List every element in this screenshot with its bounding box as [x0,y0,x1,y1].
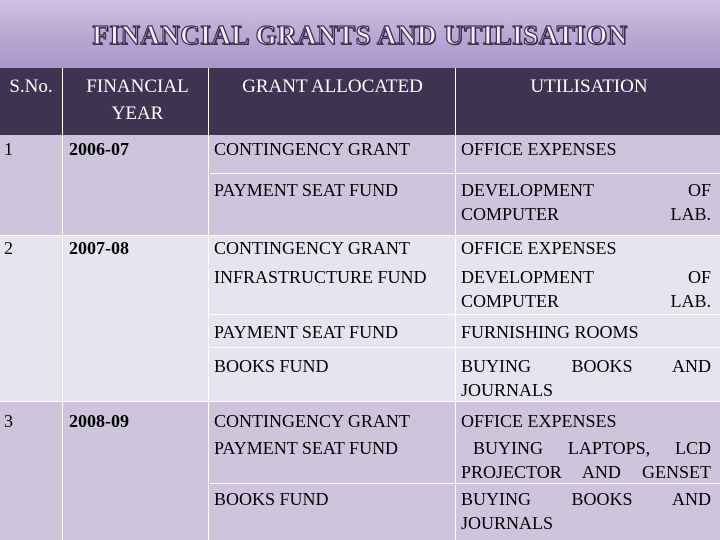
grant-cell: PAYMENT SEAT FUND [214,322,399,342]
year-cell: 2008-09 [69,411,129,431]
sno-cell: 3 [4,411,13,431]
col-header-grant: GRANT ALLOCATED [242,76,423,97]
grant-cell: INFRASTRUCTURE FUND [214,267,427,287]
grant-cell: PAYMENT SEAT FUND [214,438,399,458]
col-header-sno: S.No. [9,76,53,97]
grant-cell: BOOKS FUND [214,356,329,376]
utilisation-cell: FURNISHING ROOMS [461,322,639,342]
table-row [0,401,720,540]
table-row [0,235,720,401]
grant-cell: CONTINGENCY GRANT [214,411,410,431]
col-header-year: FINANCIAL YEAR [86,76,189,124]
year-cell: 2006-07 [69,139,129,159]
page-title: FINANCIAL GRANTS AND UTILISATION [92,19,628,50]
grant-cell: CONTINGENCY GRANT [214,139,410,159]
grant-cell: CONTINGENCY GRANT [214,238,410,258]
table-header: S.No. FINANCIAL YEAR GRANT ALLOCATED UTI… [0,68,720,135]
grant-cell: PAYMENT SEAT FUND [214,180,399,200]
sno-cell: 2 [4,238,13,258]
utilisation-cell: BUYING BOOKS AND JOURNALS [461,356,711,400]
grant-cell: BOOKS FUND [214,489,329,509]
utilisation-cell: OFFICE EXPENSES [461,139,617,159]
utilisation-cell: BUYING LAPTOPS, LCD PROJECTOR AND GENSET [461,438,711,482]
col-header-utilisation: UTILISATION [530,76,648,97]
utilisation-cell: BUYING BOOKS AND JOURNALS [461,489,711,533]
title-banner: FINANCIAL GRANTS AND UTILISATION [0,0,720,68]
utilisation-cell: OFFICE EXPENSES [461,411,617,431]
year-cell: 2007-08 [69,238,129,258]
utilisation-cell: DEVELOPMENT OF COMPUTER LAB. [461,267,711,311]
table-row [0,135,720,235]
utilisation-cell: OFFICE EXPENSES [461,238,617,258]
sno-cell: 1 [4,139,13,159]
utilisation-cell: DEVELOPMENT OF COMPUTER LAB. [461,180,711,224]
